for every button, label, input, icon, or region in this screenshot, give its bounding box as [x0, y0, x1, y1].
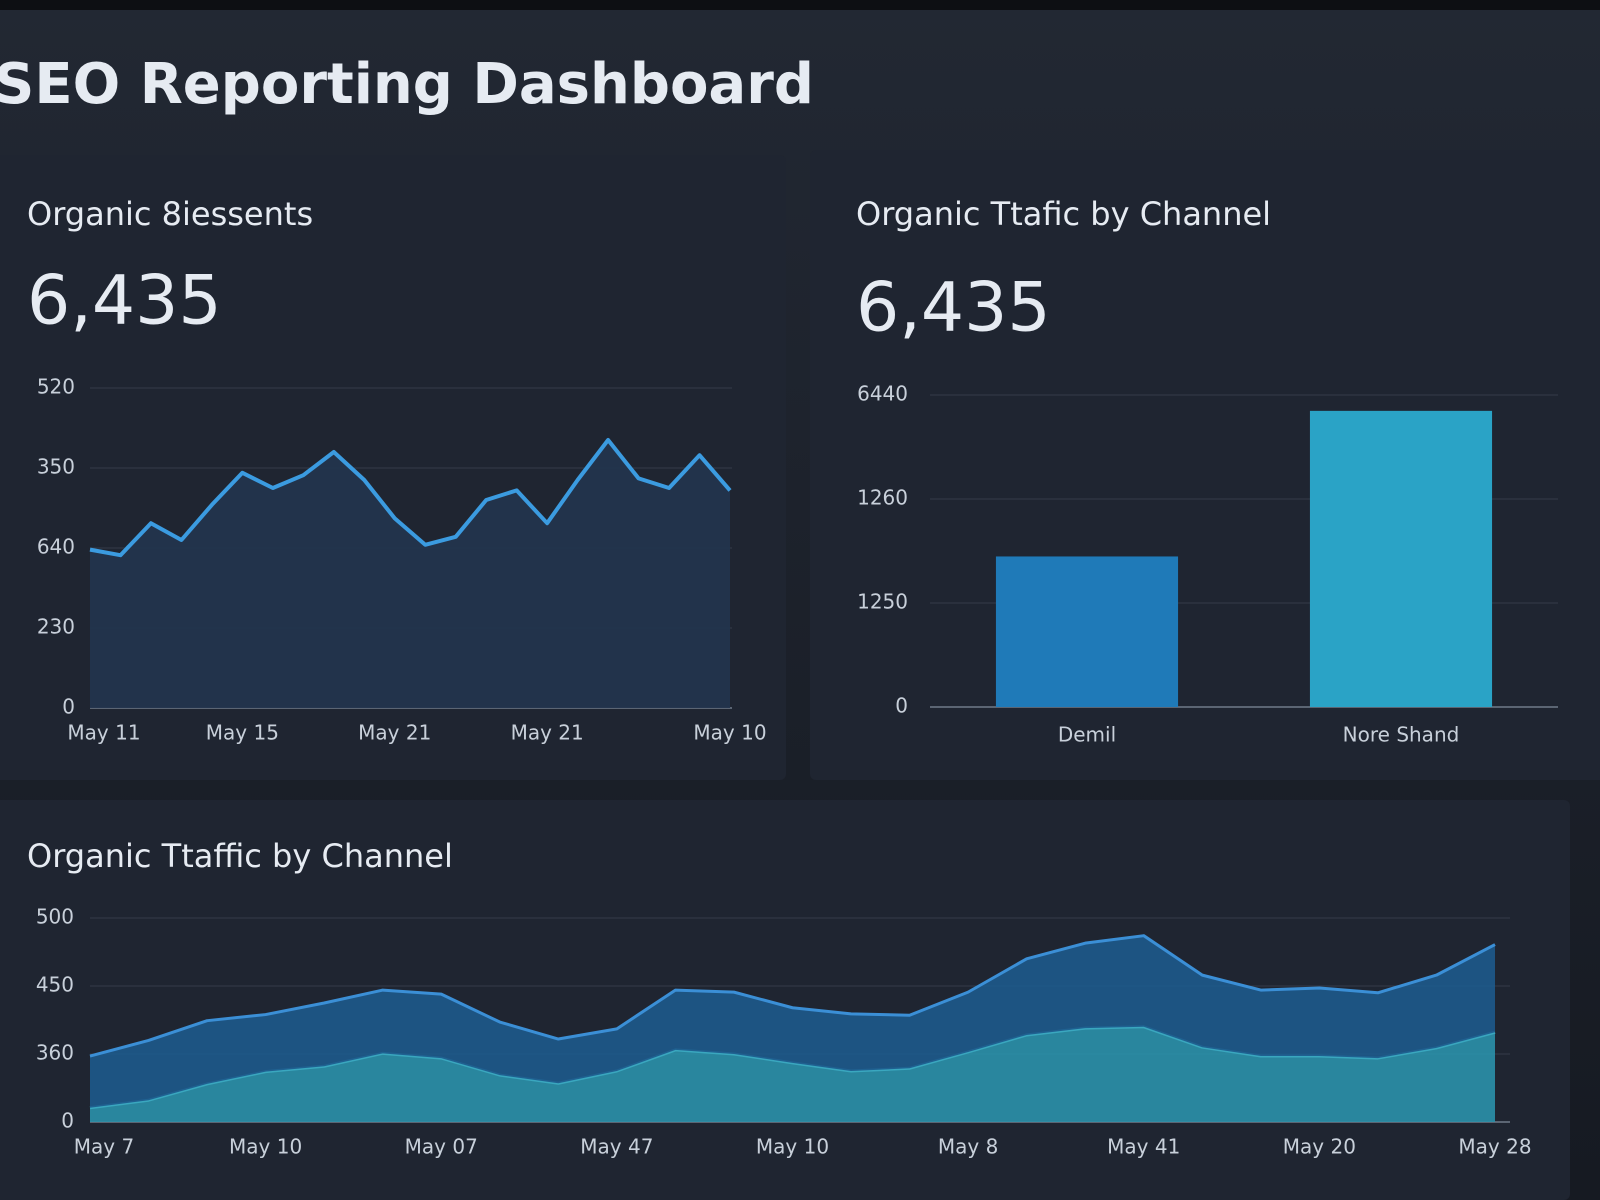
y-tick-label: 520 [37, 375, 75, 399]
y-tick-label: 0 [895, 694, 908, 718]
chart-title: Organic Ttaffic by Channel [27, 837, 453, 875]
area [90, 935, 1495, 1108]
area [90, 440, 730, 708]
x-tick-label: May 28 [1458, 1135, 1531, 1159]
top-bar [0, 0, 1600, 10]
x-tick-label: May 8 [938, 1135, 998, 1159]
y-tick-label: 350 [37, 455, 75, 479]
bar [1309, 410, 1493, 707]
x-tick-label: Nore Shand [1343, 723, 1460, 747]
x-tick-label: May 10 [229, 1135, 302, 1159]
y-tick-label: 1260 [857, 486, 908, 510]
y-tick-label: 450 [36, 973, 74, 997]
x-tick-label: May 10 [756, 1135, 829, 1159]
x-tick-label: May 15 [206, 721, 279, 745]
x-tick-label: May 41 [1107, 1135, 1180, 1159]
line [89, 438, 732, 558]
line [89, 934, 1496, 1058]
chart-title: Organic Ttafic by Channel [856, 195, 1271, 233]
x-tick-label: May 07 [405, 1135, 478, 1159]
x-tick-label: May 10 [693, 721, 766, 745]
kpi-value: 6,435 [27, 262, 222, 341]
x-tick-label: May 21 [511, 721, 584, 745]
y-tick-label: 0 [62, 695, 75, 719]
y-tick-label: 360 [36, 1041, 74, 1065]
page-title: SEO Reporting Dashboard [0, 52, 814, 117]
x-tick-label: May 11 [67, 721, 140, 745]
chart-title: Organic 8iessents [27, 195, 313, 233]
kpi-value: 6,435 [856, 269, 1051, 348]
y-tick-label: 230 [37, 615, 75, 639]
area [90, 1026, 1495, 1122]
y-tick-label: 640 [37, 535, 75, 559]
y-tick-label: 6440 [857, 382, 908, 406]
x-tick-label: May 47 [580, 1135, 653, 1159]
x-tick-label: May 20 [1283, 1135, 1356, 1159]
x-tick-label: May 7 [74, 1135, 134, 1159]
bar [995, 556, 1179, 707]
y-tick-label: 0 [61, 1109, 74, 1133]
y-tick-label: 500 [36, 905, 74, 929]
y-tick-label: 1250 [857, 590, 908, 614]
x-tick-label: May 21 [358, 721, 431, 745]
x-tick-label: Demil [1058, 723, 1116, 747]
